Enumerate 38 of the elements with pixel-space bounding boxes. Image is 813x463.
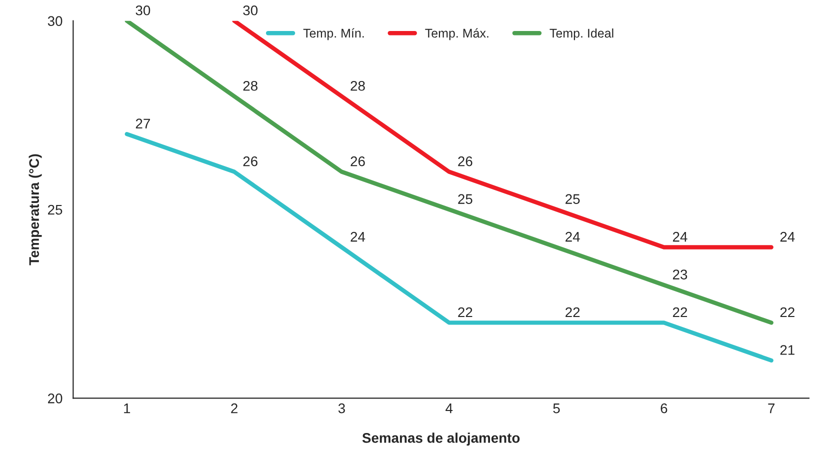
line-series xyxy=(232,20,774,250)
legend-label: Temp. Mín. xyxy=(303,28,364,40)
data-label: 27 xyxy=(136,118,150,128)
y-tick-label: 20 xyxy=(48,394,62,404)
x-tick-label: 7 xyxy=(768,404,775,414)
y-tick-label: 30 xyxy=(48,16,62,26)
line-series xyxy=(124,132,774,363)
y-axis-title: Temperatura (°C) xyxy=(28,154,42,266)
data-label: 25 xyxy=(566,194,580,204)
line-series xyxy=(124,20,774,325)
x-tick-label: 6 xyxy=(660,403,668,414)
data-label: 26 xyxy=(243,156,258,166)
data-label: 28 xyxy=(243,80,258,91)
x-tick-label: 5 xyxy=(553,404,560,414)
legend-label: Temp. Ideal xyxy=(550,28,614,40)
data-label: 22 xyxy=(672,307,688,318)
x-tick-label: 1 xyxy=(124,404,130,414)
y-tick-label: 25 xyxy=(48,204,62,215)
data-label: 30 xyxy=(136,5,150,16)
data-label: 21 xyxy=(780,345,794,355)
x-tick-label: 4 xyxy=(446,404,453,414)
data-label: 30 xyxy=(243,5,258,16)
data-label: 25 xyxy=(458,194,472,204)
data-label: 26 xyxy=(458,156,472,166)
data-label: 24 xyxy=(350,232,366,242)
data-label: 23 xyxy=(672,270,688,280)
data-label: 24 xyxy=(780,232,795,242)
data-label: 24 xyxy=(566,232,580,242)
x-tick-label: 3 xyxy=(338,403,345,414)
x-tick-label: 2 xyxy=(231,403,238,414)
data-label: 22 xyxy=(566,307,580,318)
legend-label: Temp. Máx. xyxy=(425,28,488,40)
data-label: 22 xyxy=(780,307,794,318)
data-label: 24 xyxy=(672,232,688,242)
data-label: 22 xyxy=(458,307,472,318)
x-axis-title: Semanas de alojamento xyxy=(362,432,520,446)
data-label: 26 xyxy=(350,156,365,166)
data-label: 28 xyxy=(350,80,365,91)
